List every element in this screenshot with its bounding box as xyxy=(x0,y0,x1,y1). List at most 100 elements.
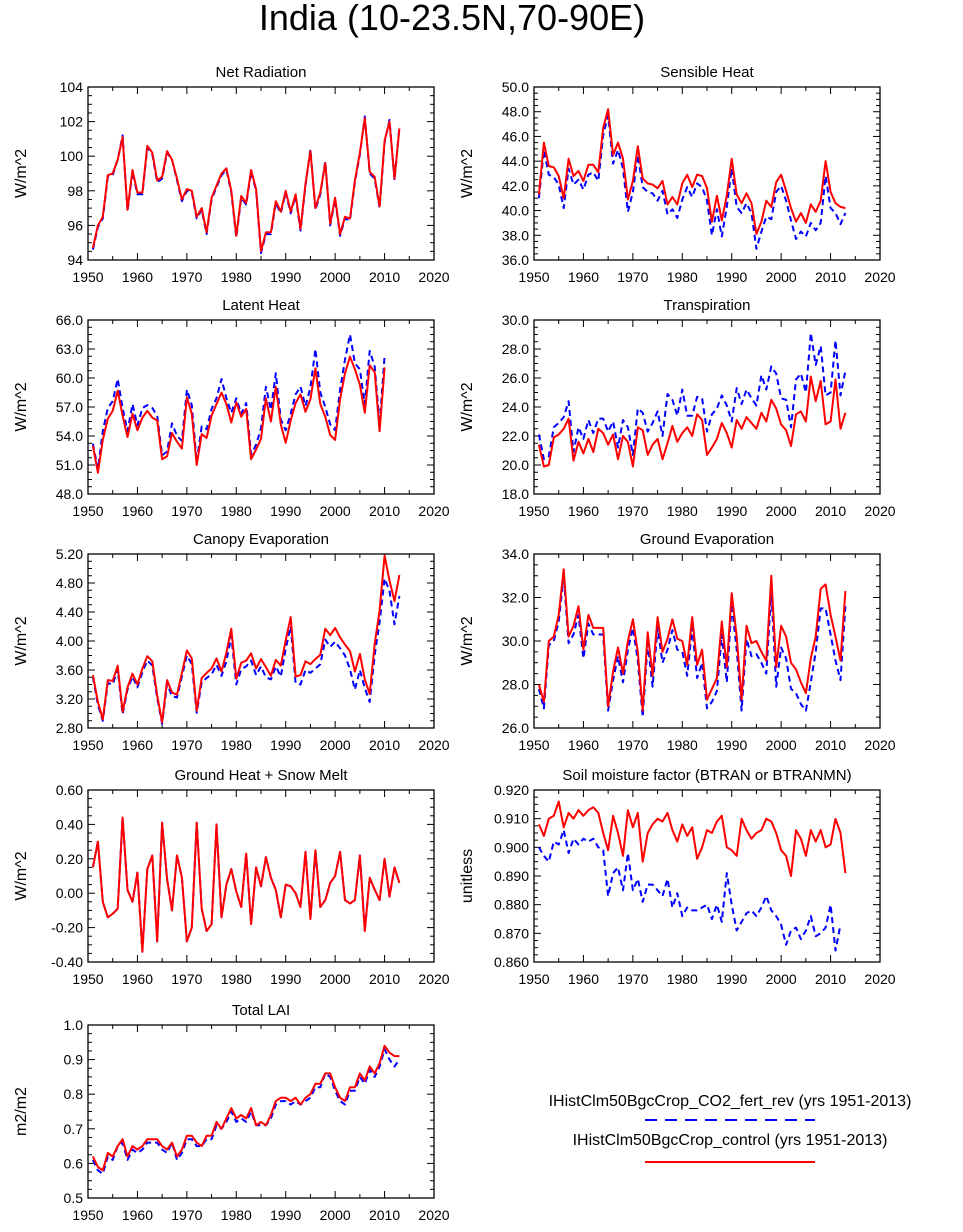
panel-title-transpiration: Transpiration xyxy=(664,297,751,314)
x-tick-label: 1990 xyxy=(270,971,301,987)
x-tick-label: 1980 xyxy=(221,269,252,285)
x-tick-label: 1950 xyxy=(72,971,103,987)
x-tick-label: 2000 xyxy=(320,971,351,987)
y-tick-label: 24.0 xyxy=(502,399,529,415)
y-tick-label: 0.20 xyxy=(56,851,83,867)
x-tick-label: 2020 xyxy=(418,269,449,285)
x-tick-label: 1960 xyxy=(122,269,153,285)
series-line-control-sensible-heat xyxy=(537,108,846,235)
y-tick-label: 51.0 xyxy=(56,457,83,473)
y-axis-label-ground-evaporation: W/m^2 xyxy=(459,616,476,665)
y-tick-label: 1.0 xyxy=(64,1017,84,1033)
x-tick-label: 2010 xyxy=(369,269,400,285)
y-tick-label: 0.870 xyxy=(494,925,529,941)
x-tick-label: 1990 xyxy=(716,971,747,987)
y-tick-label: 0.860 xyxy=(494,954,529,970)
plot-frame-soil-moisture-factor-btran-or-btranmn xyxy=(533,789,881,963)
x-tick-label: 2010 xyxy=(369,503,400,519)
x-tick-label: 1970 xyxy=(617,971,648,987)
panel-sensible-heat: Sensible Heat W/m^2 1950 1960 1970 1980 1990 20… xyxy=(459,64,896,285)
x-tick-label: 1990 xyxy=(716,269,747,285)
x-tick-label: 1990 xyxy=(716,503,747,519)
series-line-control-total-lai xyxy=(91,1044,400,1172)
legend-label-co2-fert-rev: IHistClm50BgcCrop_CO2_fert_rev (yrs 1951… xyxy=(549,1093,912,1110)
x-tick-label: 1960 xyxy=(122,1207,153,1223)
x-tick-label: 2010 xyxy=(815,971,846,987)
y-tick-label: 3.60 xyxy=(56,662,83,678)
x-tick-label: 1950 xyxy=(72,737,103,753)
x-tick-label: 1980 xyxy=(667,503,698,519)
y-tick-label: 98 xyxy=(67,183,83,199)
y-tick-label: 30.0 xyxy=(502,312,529,328)
x-tick-label: 1990 xyxy=(270,737,301,753)
y-tick-label: 2.80 xyxy=(56,720,83,736)
panel-latent-heat: Latent Heat W/m^2 1950 1960 1970 1980 1990 2000… xyxy=(13,297,450,519)
y-tick-label: 102 xyxy=(60,114,84,130)
x-tick-label: 2020 xyxy=(418,971,449,987)
y-axis-label-ground-heat-snow-melt: W/m^2 xyxy=(13,851,30,900)
x-tick-label: 1950 xyxy=(518,971,549,987)
series-line-co2-fert-rev-latent-heat xyxy=(91,333,386,470)
x-tick-label: 1950 xyxy=(72,269,103,285)
x-tick-label: 2000 xyxy=(766,503,797,519)
y-tick-label: 0.900 xyxy=(494,839,529,855)
y-tick-label: 5.20 xyxy=(56,546,83,562)
x-tick-label: 1990 xyxy=(270,269,301,285)
x-tick-label: 2000 xyxy=(766,269,797,285)
x-tick-label: 1980 xyxy=(667,269,698,285)
y-tick-label: 42.0 xyxy=(502,178,529,194)
x-tick-label: 1970 xyxy=(171,269,202,285)
x-tick-label: 2010 xyxy=(815,269,846,285)
y-tick-label: 0.890 xyxy=(494,868,529,884)
x-tick-label: 2020 xyxy=(418,1207,449,1223)
x-tick-label: 1980 xyxy=(221,503,252,519)
x-tick-label: 1980 xyxy=(221,971,252,987)
y-tick-label: 0.60 xyxy=(56,782,83,798)
y-tick-label: 0.6 xyxy=(64,1155,84,1171)
y-tick-label: 30.0 xyxy=(502,633,529,649)
y-tick-label: 22.0 xyxy=(502,428,529,444)
series-line-control-latent-heat xyxy=(91,355,386,474)
y-tick-label: 0.9 xyxy=(64,1052,84,1068)
y-tick-label: 0.40 xyxy=(56,816,83,832)
y-tick-label: 57.0 xyxy=(56,399,83,415)
series-line-co2-fert-rev-total-lai xyxy=(91,1048,401,1175)
y-tick-label: 104 xyxy=(60,79,84,95)
panel-total-lai: Total LAI m2/m2 1950 1960 1970 1980 1990 2000 20… xyxy=(13,1002,450,1223)
y-tick-label: 94 xyxy=(67,252,83,268)
x-tick-label: 1990 xyxy=(270,503,301,519)
x-tick-label: 1950 xyxy=(518,503,549,519)
x-tick-label: 1980 xyxy=(221,1207,252,1223)
x-tick-label: 1970 xyxy=(617,737,648,753)
panel-ground-heat-snow-melt: Ground Heat + Snow Melt W/m^2 1950 1960 1970… xyxy=(13,767,450,987)
panel-soil-moisture-factor-btran-or-btranmn: Soil moisture factor (BTRAN or BTRANMN) u… xyxy=(459,767,896,987)
y-tick-label: 63.0 xyxy=(56,341,83,357)
x-tick-label: 1990 xyxy=(270,1207,301,1223)
y-tick-label: 48.0 xyxy=(502,104,529,120)
y-tick-label: 4.80 xyxy=(56,575,83,591)
y-tick-label: 0.920 xyxy=(494,782,529,798)
x-tick-label: 2010 xyxy=(815,503,846,519)
y-tick-label: 48.0 xyxy=(56,486,83,502)
x-tick-label: 2000 xyxy=(320,269,351,285)
x-tick-label: 2010 xyxy=(369,737,400,753)
series-line-control-transpiration xyxy=(537,375,847,468)
y-axis-label-transpiration: W/m^2 xyxy=(459,382,476,431)
x-tick-label: 1960 xyxy=(568,971,599,987)
y-tick-label: 0.910 xyxy=(494,811,529,827)
x-tick-label: 1970 xyxy=(171,971,202,987)
x-tick-label: 1970 xyxy=(617,269,648,285)
y-tick-label: 0.7 xyxy=(64,1121,84,1137)
y-tick-label: 38.0 xyxy=(502,227,529,243)
y-tick-label: 32.0 xyxy=(502,590,529,606)
y-tick-label: -0.20 xyxy=(51,920,83,936)
y-axis-label-sensible-heat: W/m^2 xyxy=(459,149,476,198)
x-tick-label: 1970 xyxy=(617,503,648,519)
series-line-co2-fert-rev-transpiration xyxy=(537,332,847,461)
y-axis-label-soil-moisture-factor-btran-or-btranmn: unitless xyxy=(459,849,476,903)
panel-title-ground-heat-snow-melt: Ground Heat + Snow Melt xyxy=(174,767,348,784)
legend: IHistClm50BgcCrop_CO2_fert_rev (yrs 1951… xyxy=(549,1093,912,1163)
x-tick-label: 2020 xyxy=(864,971,895,987)
series-line-co2-fert-rev-ground-evaporation xyxy=(537,574,847,719)
y-tick-label: 28.0 xyxy=(502,341,529,357)
